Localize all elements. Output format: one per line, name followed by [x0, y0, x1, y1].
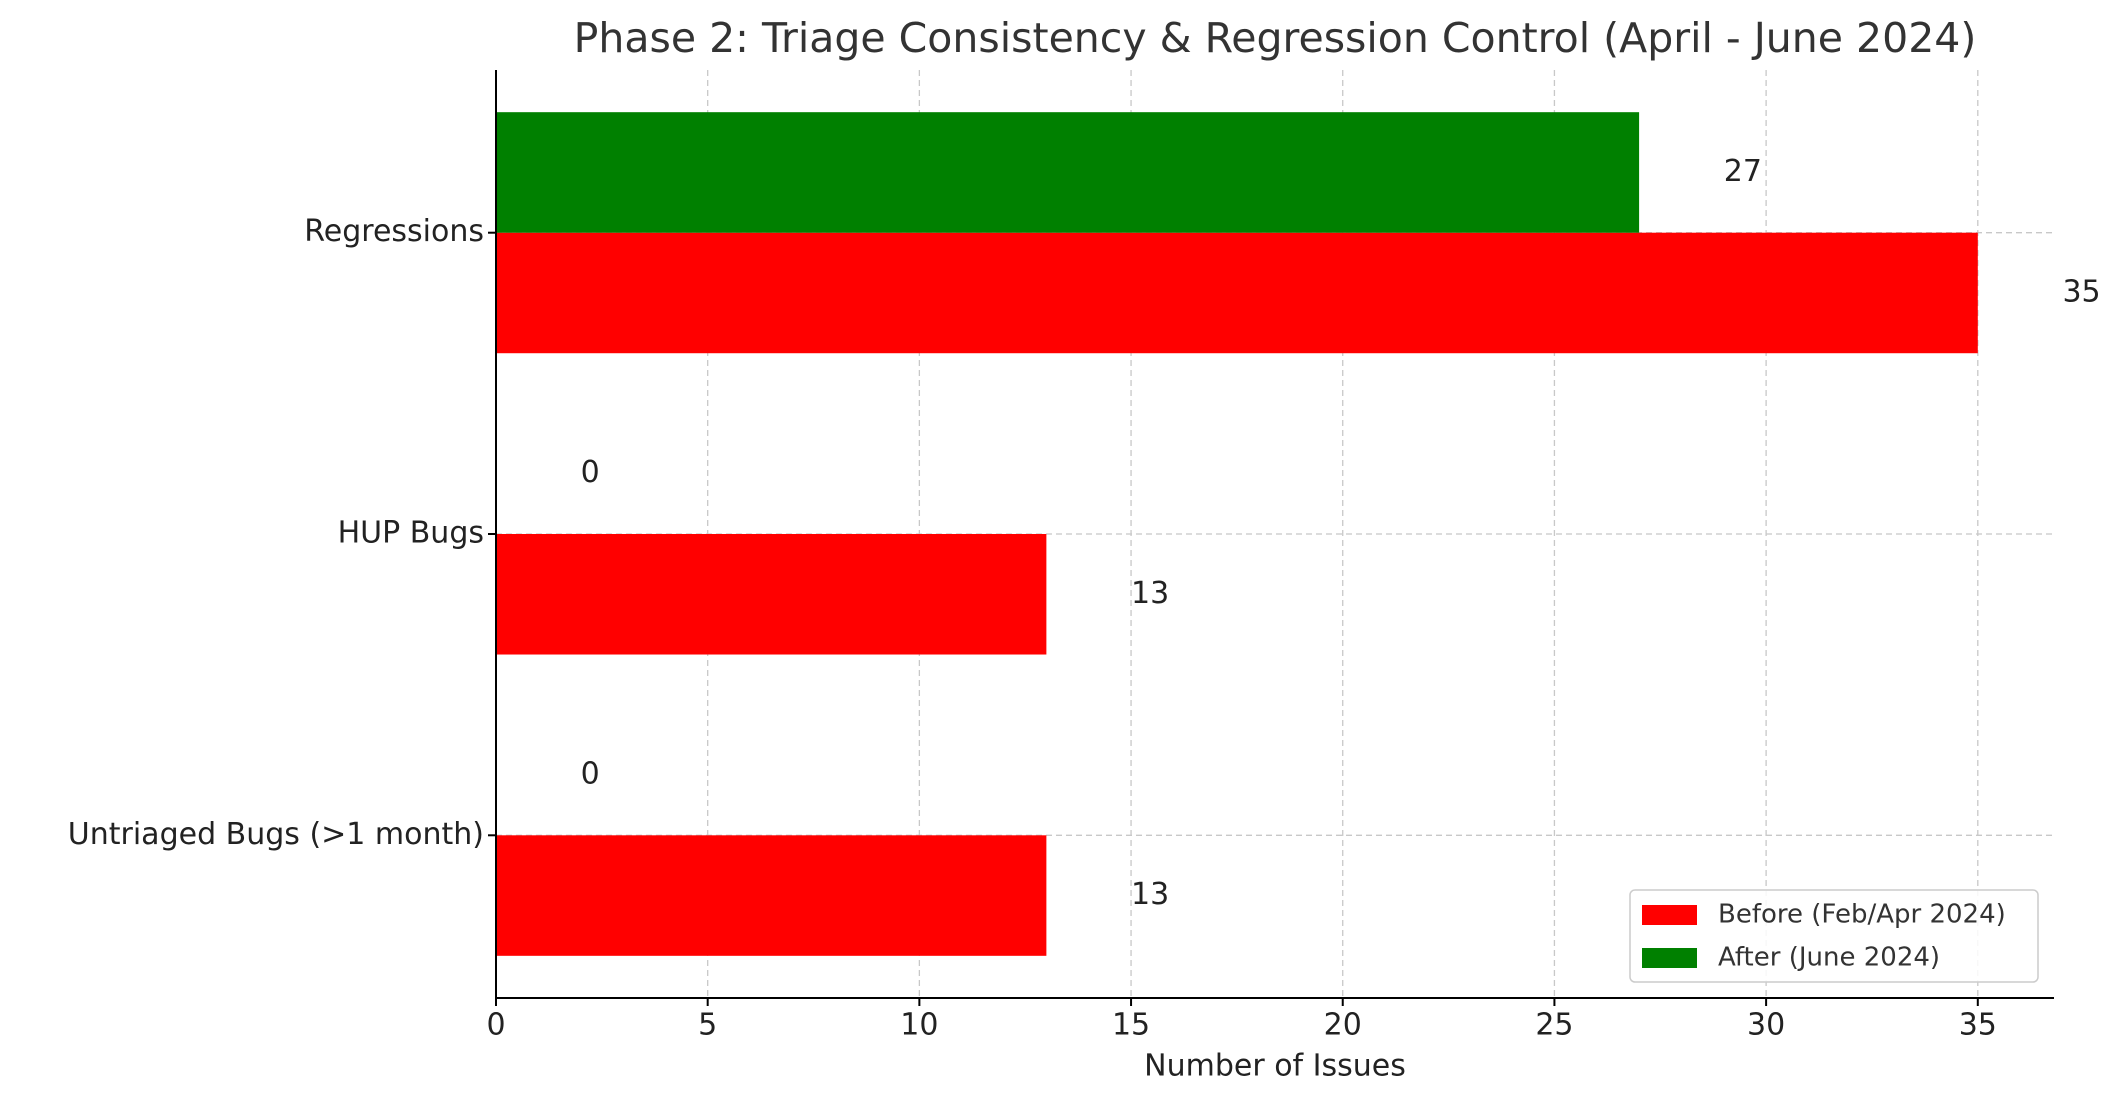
value-label: 13: [1131, 877, 1169, 912]
legend-swatch: [1642, 948, 1697, 968]
x-tick-label: 25: [1535, 1008, 1573, 1043]
x-tick-label: 35: [1959, 1008, 1997, 1043]
value-label: 0: [581, 455, 600, 490]
y-tick-label: Regressions: [304, 214, 484, 249]
x-axis-label: Number of Issues: [1144, 1049, 1406, 1084]
x-tick-label: 5: [698, 1008, 717, 1043]
bar: [496, 112, 1640, 233]
legend-text: After (June 2024): [1718, 943, 1940, 973]
value-label: 27: [1724, 154, 1762, 189]
bar: [496, 534, 1047, 655]
legend-box: [1629, 889, 2039, 983]
y-tick-label: Untriaged Bugs (>1 month): [68, 817, 484, 852]
bar: [496, 835, 1047, 956]
value-label: 35: [2062, 274, 2100, 309]
value-label: 0: [581, 757, 600, 792]
x-tick-label: 10: [900, 1008, 938, 1043]
y-tick-label: HUP Bugs: [338, 516, 484, 551]
chart-title: Phase 2: Triage Consistency & Regression…: [574, 14, 1977, 62]
x-tick-label: 0: [486, 1008, 505, 1043]
x-tick-label: 20: [1324, 1008, 1362, 1043]
legend-swatch: [1642, 905, 1697, 925]
value-label: 13: [1131, 576, 1169, 611]
bar: [496, 232, 1978, 354]
x-tick-label: 15: [1112, 1008, 1150, 1043]
legend-text: Before (Feb/Apr 2024): [1718, 900, 2006, 930]
x-tick-label: 30: [1747, 1008, 1785, 1043]
